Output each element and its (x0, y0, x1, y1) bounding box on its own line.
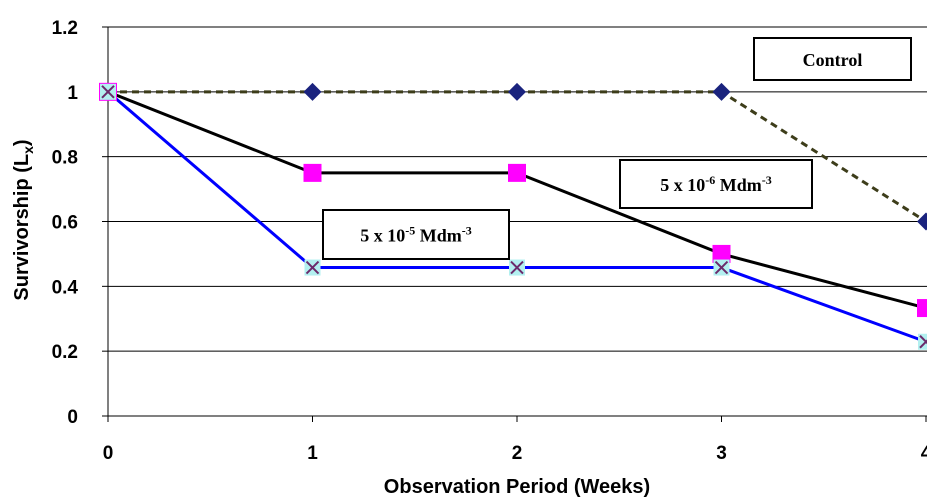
annotation-part-control-0: Control (803, 50, 863, 70)
y-axis-title: Survivorship (Lx) (11, 139, 36, 300)
marker-s1-3 (712, 244, 731, 263)
marker-s2-3 (713, 259, 730, 276)
marker-s2-2 (509, 259, 525, 276)
x-tick-label-0: 0 (103, 443, 114, 464)
y-tick-label-6: 1.2 (52, 18, 78, 39)
marker-s2-2-cross (510, 260, 524, 275)
y-tick-label-5: 1 (67, 83, 78, 104)
marker-s1-1 (303, 163, 322, 182)
annotation-part-conc-5-3: -3 (462, 224, 472, 238)
marker-s0-2 (508, 82, 526, 101)
x-tick-label-1: 1 (307, 443, 318, 464)
annotation-text-control: Control (803, 50, 863, 70)
annotation-part-conc-6-3: -3 (762, 173, 772, 187)
series-lines (107, 90, 927, 344)
series-markers (99, 82, 927, 350)
annotation-box-conc-6 (619, 159, 813, 209)
annotation-part-conc-5-2: Mdm (415, 226, 462, 246)
marker-s2-3-cross (714, 260, 729, 275)
annotation-part-conc-6-2: Mdm (715, 175, 762, 195)
marker-s0-1 (303, 82, 322, 101)
y-axis-title-sub: x (20, 146, 36, 154)
y-tick-label-2: 0.4 (52, 277, 79, 298)
annotation-text-conc-6: 5 x 10-6 Mdm-3 (660, 173, 772, 195)
annotation-box-conc-5 (322, 209, 510, 260)
y-tick-label-1: 0.2 (52, 342, 78, 363)
y-tick-label-4: 0.8 (52, 148, 78, 169)
y-axis-title-end: ) (11, 139, 33, 146)
annotation-conc-5: 5 x 10-5 Mdm-3 (322, 209, 510, 260)
x-tick-label-4: 4 (921, 443, 927, 464)
marker-s2-0 (100, 83, 116, 100)
y-tick-label-3: 0.6 (52, 213, 78, 234)
annotation-part-conc-5-0: 5 x 10 (360, 226, 405, 246)
x-axis-title: Observation Period (Weeks) (384, 476, 650, 498)
marker-s0-3 (712, 82, 731, 101)
marker-s1-4 (917, 299, 927, 318)
y-axis-title-main: Survivorship (L (11, 154, 33, 301)
marker-s1-2 (508, 163, 526, 182)
annotation-part-conc-6-1: -6 (705, 173, 715, 187)
x-tick-labels: 0 1 2 3 4 (103, 416, 927, 464)
marker-s2-1 (304, 259, 321, 276)
annotation-part-conc-6-0: 5 x 10 (660, 175, 705, 195)
marker-s2-4-bg (918, 333, 927, 350)
annotation-box-control (753, 37, 912, 81)
marker-s2-0-cross (101, 85, 115, 99)
x-tick-label-2: 2 (512, 443, 523, 464)
x-tick-label-3: 3 (716, 443, 727, 464)
marker-s2-1-cross (305, 260, 320, 275)
marker-s2-4-cross (919, 335, 927, 349)
y-tick-label-0: 0 (67, 407, 78, 428)
series-line-2 (107, 90, 927, 344)
annotation-control: Control (753, 37, 912, 81)
marker-s0-4 (917, 212, 927, 231)
annotation-part-conc-5-1: -5 (405, 224, 415, 238)
marker-s2-4 (918, 333, 927, 350)
annotation-conc-6: 5 x 10-6 Mdm-3 (619, 159, 813, 209)
annotation-text-conc-5: 5 x 10-5 Mdm-3 (360, 224, 472, 246)
y-tick-labels: 0 0.2 0.4 0.6 0.8 1 1.2 (52, 18, 108, 428)
